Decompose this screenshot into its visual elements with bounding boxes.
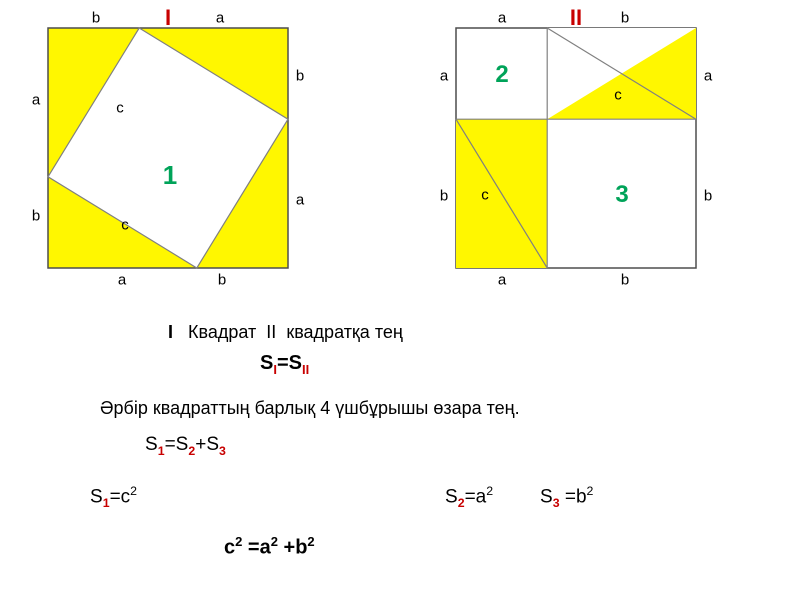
d2-right-a: a: [704, 69, 712, 84]
d1-right-b: b: [296, 69, 304, 84]
eq1-s1: S: [260, 352, 273, 374]
d2-c1: c: [614, 88, 622, 103]
d1-left-b: b: [32, 209, 40, 224]
d2-roman: II: [570, 7, 582, 29]
eq1-eq: =S: [277, 352, 302, 374]
d2-top-b: b: [621, 11, 629, 26]
d2-left-b: b: [440, 189, 448, 204]
equation-si-sii: SI=SII: [260, 352, 309, 377]
line1-roman2: II: [266, 322, 276, 342]
d2-right-b: b: [704, 189, 712, 204]
d2-c2: c: [481, 188, 489, 203]
d1-bot-a: a: [118, 273, 126, 288]
eq2-s1: S: [145, 434, 158, 455]
line1-word2: квадратқа тең: [286, 322, 403, 342]
d1-roman: I: [165, 7, 171, 29]
equation-s1-s2-s3: S1=S2+S3: [145, 434, 226, 458]
d1-c2: c: [121, 218, 129, 233]
diagram-2: [456, 28, 696, 268]
d2-bot-a: a: [498, 273, 506, 288]
eq2-mid: =S: [165, 434, 189, 455]
d1-c1: c: [116, 101, 124, 116]
line1-word1: Квадрат: [188, 322, 256, 342]
d1-top-b: b: [92, 11, 100, 26]
eq2-end: +S: [195, 434, 219, 455]
equation-s1-c2: S1=c2: [90, 484, 137, 510]
equation-s3-b2: S3 =b2: [540, 484, 593, 510]
d2-num3: 3: [615, 183, 628, 207]
d1-num1: 1: [163, 162, 177, 188]
d1-right-a: a: [296, 193, 304, 208]
text-line-1: I Квадрат II квадратқа тең: [168, 322, 403, 343]
equation-s2-a2: S2=a2: [445, 484, 493, 510]
line1-roman1: I: [168, 322, 173, 342]
diagram-1: [48, 28, 288, 268]
d2-bot-b: b: [621, 273, 629, 288]
d2-num2: 2: [495, 63, 508, 87]
d1-bot-b: b: [218, 273, 226, 288]
d1-left-a: a: [32, 93, 40, 108]
d2-left-a: a: [440, 69, 448, 84]
text-line-2: Әрбір квадраттың барлық 4 үшбұрышы өзара…: [100, 398, 520, 419]
equation-pythagoras: c2 =a2 +b2: [224, 534, 315, 560]
d2-top-a: a: [498, 11, 506, 26]
d1-top-a: a: [216, 11, 224, 26]
